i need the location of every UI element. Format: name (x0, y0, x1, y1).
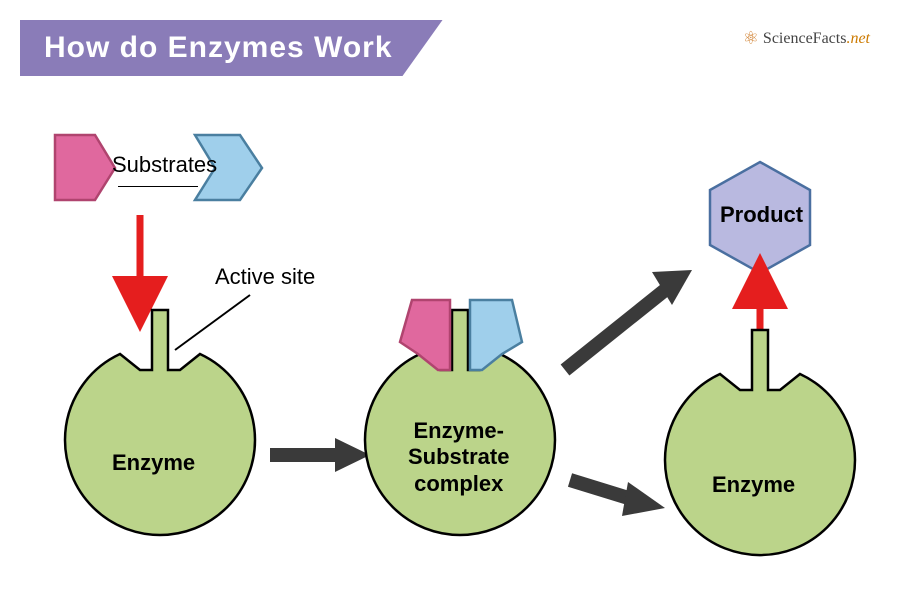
arrow-to-enzyme2 (570, 480, 665, 516)
arrow-to-complex (270, 438, 370, 472)
arrow-to-product (565, 270, 692, 370)
enzyme-shape-2 (665, 330, 855, 555)
enzyme1-label: Enzyme (112, 450, 195, 476)
enzyme-diagram (0, 0, 900, 599)
complex-label: Enzyme- Substrate complex (408, 418, 509, 497)
enzyme2-label: Enzyme (712, 472, 795, 498)
active-site-pointer (175, 295, 250, 350)
substrates-underline (118, 186, 198, 187)
substrates-label: Substrates (112, 152, 217, 178)
active-site-label: Active site (215, 264, 315, 290)
product-label: Product (720, 202, 803, 228)
complex-substrate-right (470, 300, 522, 370)
substrate-left (55, 135, 115, 200)
enzyme-shape-1 (65, 310, 255, 535)
